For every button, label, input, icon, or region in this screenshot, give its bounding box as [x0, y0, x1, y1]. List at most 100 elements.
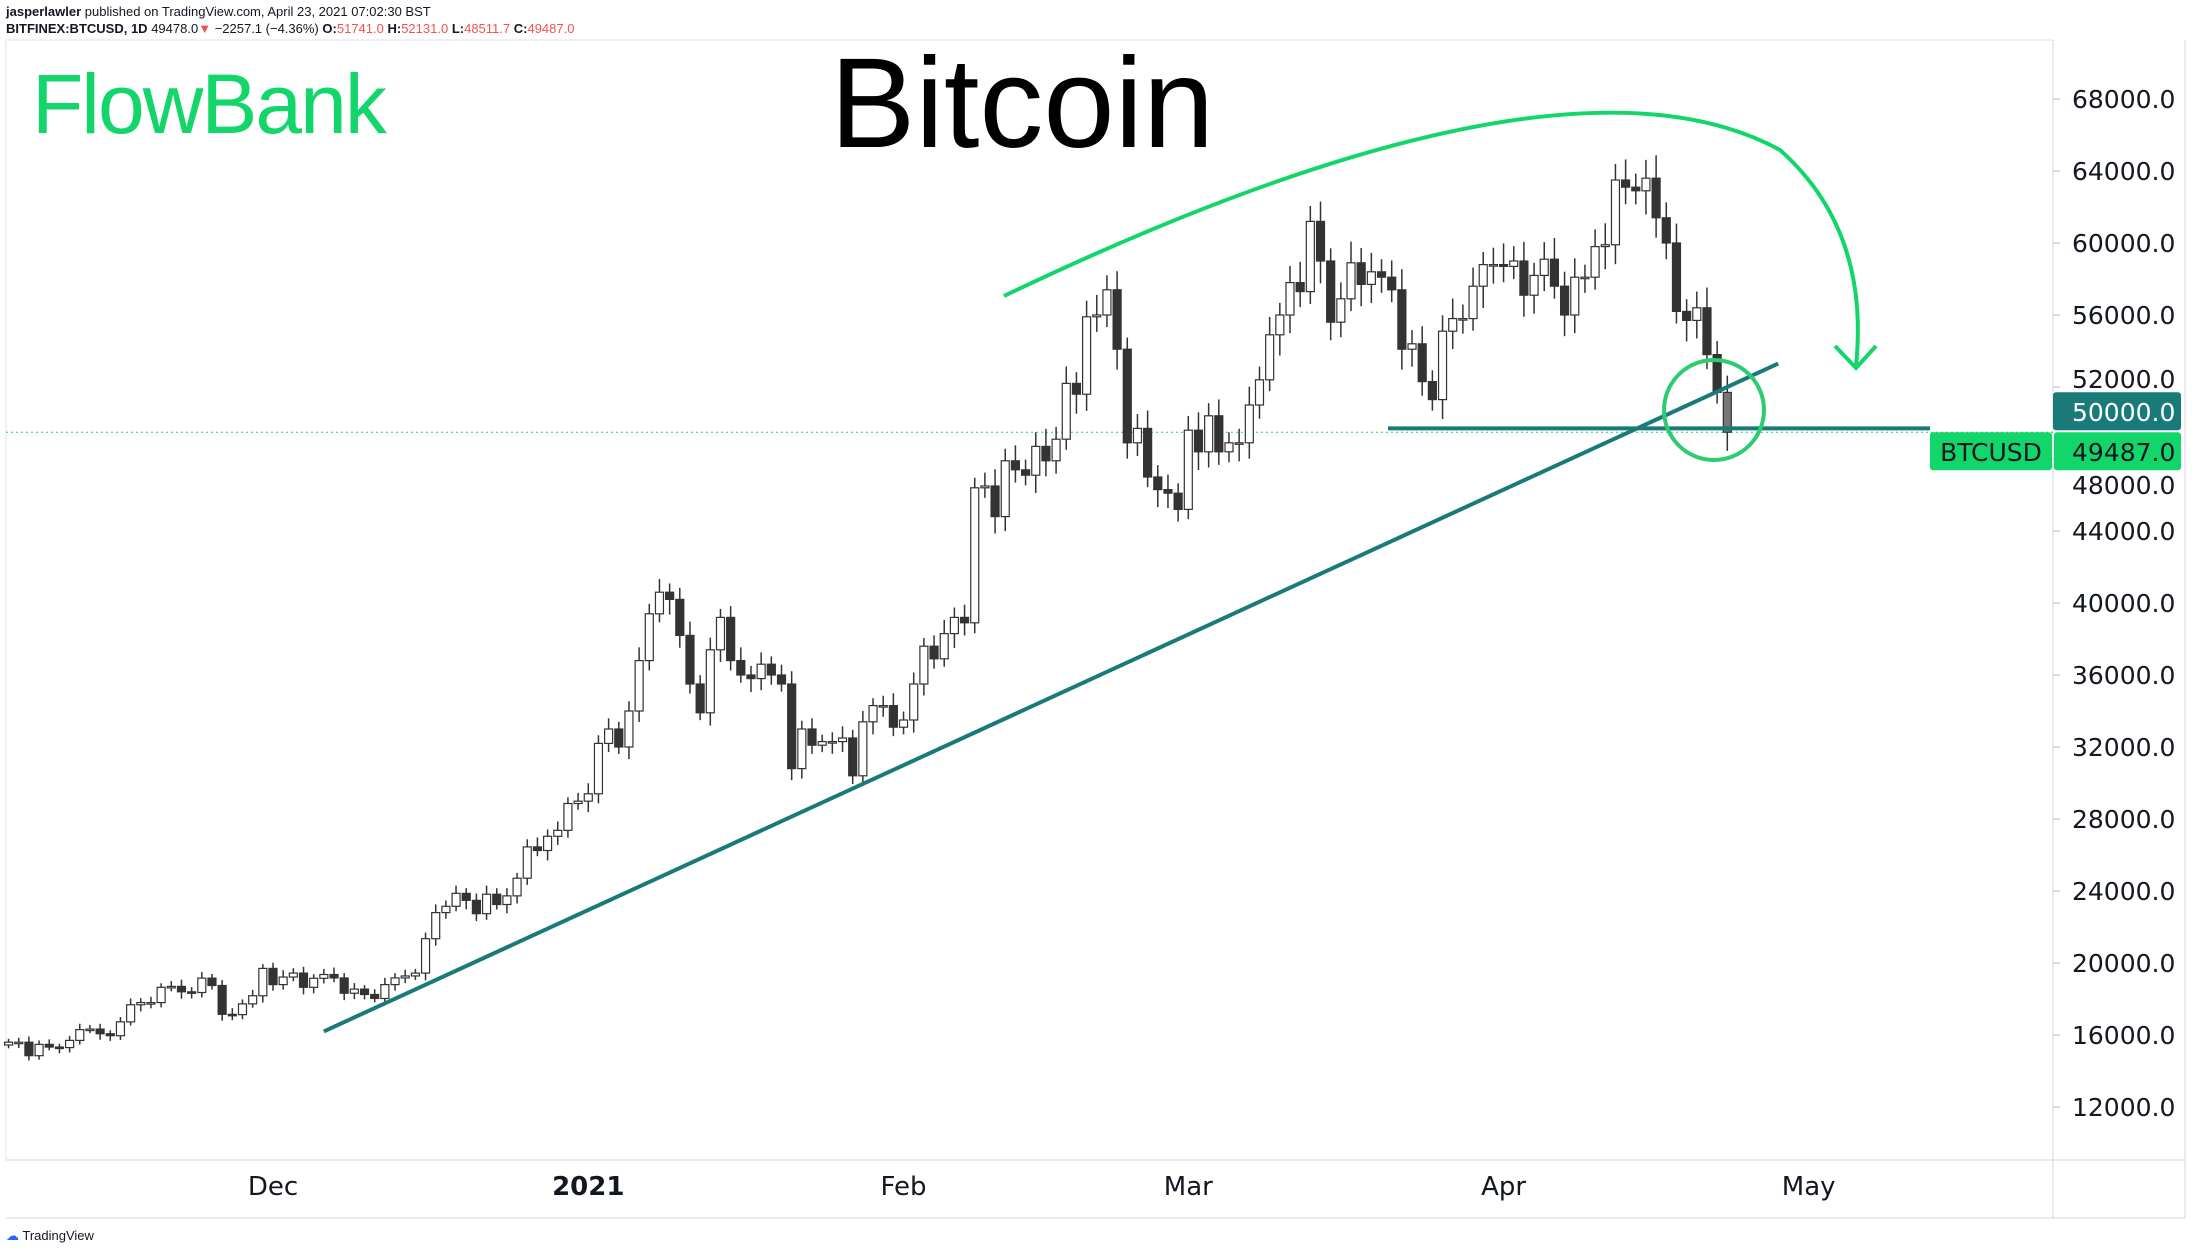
highlight-circle[interactable]	[1662, 358, 1766, 462]
change: −2257.1 (−4.36%)	[214, 21, 319, 36]
candle	[1153, 465, 1163, 508]
candle-body-down	[1387, 276, 1397, 291]
candle-body-up	[593, 742, 604, 795]
candle-body-up	[949, 616, 959, 635]
candle	[502, 888, 512, 914]
candle	[614, 721, 624, 754]
candle-body-up	[939, 632, 949, 660]
candle	[1356, 247, 1366, 307]
candle-body-up	[278, 976, 288, 986]
low: 48511.7	[464, 21, 511, 36]
candle-body-down	[44, 1043, 54, 1048]
candle-body-down	[207, 977, 217, 987]
candle	[532, 837, 543, 857]
candle	[522, 839, 532, 885]
candle-body-up	[85, 1028, 95, 1032]
candle-body-up	[380, 983, 390, 1000]
candle	[492, 888, 502, 910]
candle	[64, 1035, 75, 1053]
candle	[237, 999, 248, 1020]
candle-body-up	[1570, 276, 1580, 316]
x-tick-label: Apr	[1481, 1172, 1526, 1202]
candle-body-up	[481, 893, 492, 915]
candle-body-up	[573, 800, 583, 805]
candle	[1387, 260, 1397, 303]
candle-body-down	[1376, 271, 1387, 278]
candle-body-down	[1427, 381, 1437, 401]
candle-body-up	[1132, 427, 1143, 444]
candle	[156, 983, 166, 1008]
candle	[481, 885, 492, 920]
candle-body-up	[980, 485, 990, 489]
candle	[1143, 410, 1153, 488]
candle	[471, 893, 481, 922]
candle	[563, 797, 573, 838]
candle-body-down	[1559, 285, 1570, 316]
candle	[1112, 271, 1122, 370]
candle	[1214, 399, 1224, 465]
y-tick-label: 36000.0	[2072, 661, 2175, 690]
candle-body-up	[797, 728, 807, 770]
last-price-label-text: 49487.0	[2072, 438, 2175, 467]
y-tick-label: 44000.0	[2072, 517, 2175, 546]
candle	[787, 671, 797, 781]
candle-body-up	[878, 704, 888, 708]
candle	[1682, 299, 1692, 342]
candle-body-down	[329, 973, 339, 979]
candle	[1661, 202, 1671, 260]
candle	[1417, 326, 1427, 396]
arrow-head-icon	[1833, 344, 1878, 371]
candle-body-up	[1183, 429, 1193, 511]
down-arrow-icon: ▼	[198, 21, 212, 36]
candle-body-down	[736, 659, 746, 676]
candle-body-down	[776, 674, 787, 685]
candle	[553, 821, 563, 846]
candle	[1397, 269, 1407, 370]
candle	[929, 635, 939, 669]
candle	[1529, 262, 1539, 314]
candle	[1000, 448, 1010, 532]
candle	[695, 675, 705, 721]
candle	[1478, 251, 1488, 308]
candle	[14, 1037, 24, 1049]
tradingview-footer[interactable]: ☁ TradingView	[6, 1228, 94, 1244]
chart-title: Bitcoin	[830, 32, 1215, 175]
candle-body-up	[197, 977, 207, 994]
candle-body-up	[1234, 442, 1244, 445]
last-price-label	[2054, 432, 2181, 471]
candle-body-up	[522, 846, 532, 879]
candle	[1498, 243, 1509, 283]
candle	[1671, 223, 1682, 324]
projection-arc[interactable]	[1003, 110, 1860, 367]
candle-body-down	[24, 1041, 34, 1057]
candle	[227, 1008, 237, 1021]
candle-body-up	[1580, 276, 1590, 280]
candle	[715, 608, 726, 662]
candle-body-up	[136, 1001, 146, 1006]
o-label: O:	[322, 21, 337, 36]
last-price: 49478.0	[151, 21, 199, 36]
candle-body-up	[542, 835, 553, 852]
candle-body-up	[1285, 282, 1295, 316]
y-tick-label: 60000.0	[2072, 229, 2175, 258]
x-tick-label: May	[1782, 1172, 1836, 1202]
trendline[interactable]	[323, 361, 1779, 1034]
candle	[105, 1030, 115, 1041]
candle-body-up	[868, 704, 878, 723]
candle	[970, 477, 980, 634]
candle	[329, 967, 339, 983]
h-label: H:	[387, 21, 402, 36]
candle	[888, 693, 898, 737]
candle	[1244, 386, 1254, 459]
candle-body-up	[644, 613, 654, 662]
candle-body-up	[1509, 260, 1519, 268]
candle-body-up	[34, 1043, 44, 1057]
candle	[1376, 259, 1387, 293]
candle-body-up	[1031, 445, 1041, 476]
candle-body-up	[858, 721, 868, 777]
candle-body-down	[187, 991, 197, 994]
candle-body-down	[1112, 289, 1122, 350]
candle-body-down	[888, 704, 898, 728]
candle-body-down	[1020, 469, 1031, 476]
